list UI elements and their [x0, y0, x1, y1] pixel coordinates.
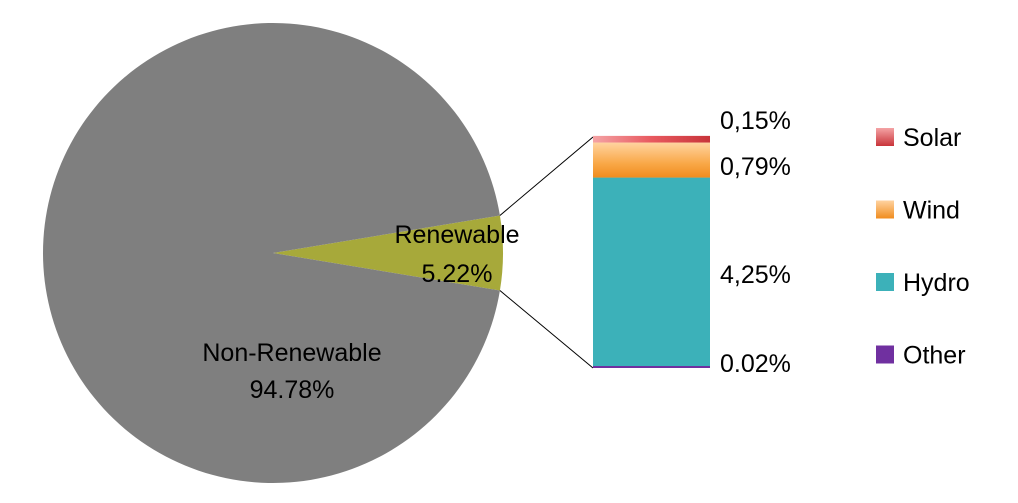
bar-segment-hydro: [593, 177, 710, 366]
pie-slice-renewable: [273, 215, 503, 291]
bar-label-wind: 0,79%: [720, 153, 791, 181]
connector-line-top: [499, 136, 594, 216]
pie-label-non-renewable: Non-Renewable: [202, 339, 381, 367]
connector-line-bottom: [499, 290, 594, 369]
legend-label-hydro: Hydro: [903, 269, 970, 297]
connector-lines: [499, 136, 594, 369]
bar-segment-other: [593, 366, 710, 368]
pie-slice-non-renewable: [42, 22, 500, 483]
legend-label-other: Other: [903, 342, 966, 370]
pie-value-renewable: 5.22%: [422, 260, 493, 288]
pie: Renewable 5.22% Non-Renewable 94.78%: [42, 22, 520, 483]
legend-swatch-solar: [876, 128, 894, 146]
bar-segment-solar: [593, 135, 710, 143]
pie-value-non-renewable: 94.78%: [250, 376, 335, 404]
stacked-bar: [593, 135, 710, 368]
bar-label-hydro: 4,25%: [720, 261, 791, 289]
legend-swatch-wind: [876, 200, 894, 219]
legend-swatch-hydro: [876, 273, 894, 291]
bar-segment-wind: [593, 142, 710, 178]
legend-swatch-other: [876, 345, 894, 364]
legend-label-solar: Solar: [903, 124, 961, 152]
legend: Solar Wind Hydro Other: [876, 124, 970, 370]
bar-label-other: 0.02%: [720, 350, 791, 378]
bar-label-solar: 0,15%: [720, 107, 791, 135]
legend-label-wind: Wind: [903, 197, 960, 225]
pie-label-renewable: Renewable: [394, 221, 519, 249]
bar-data-labels: 0.02% 4,25% 0,79% 0,15%: [720, 107, 791, 378]
